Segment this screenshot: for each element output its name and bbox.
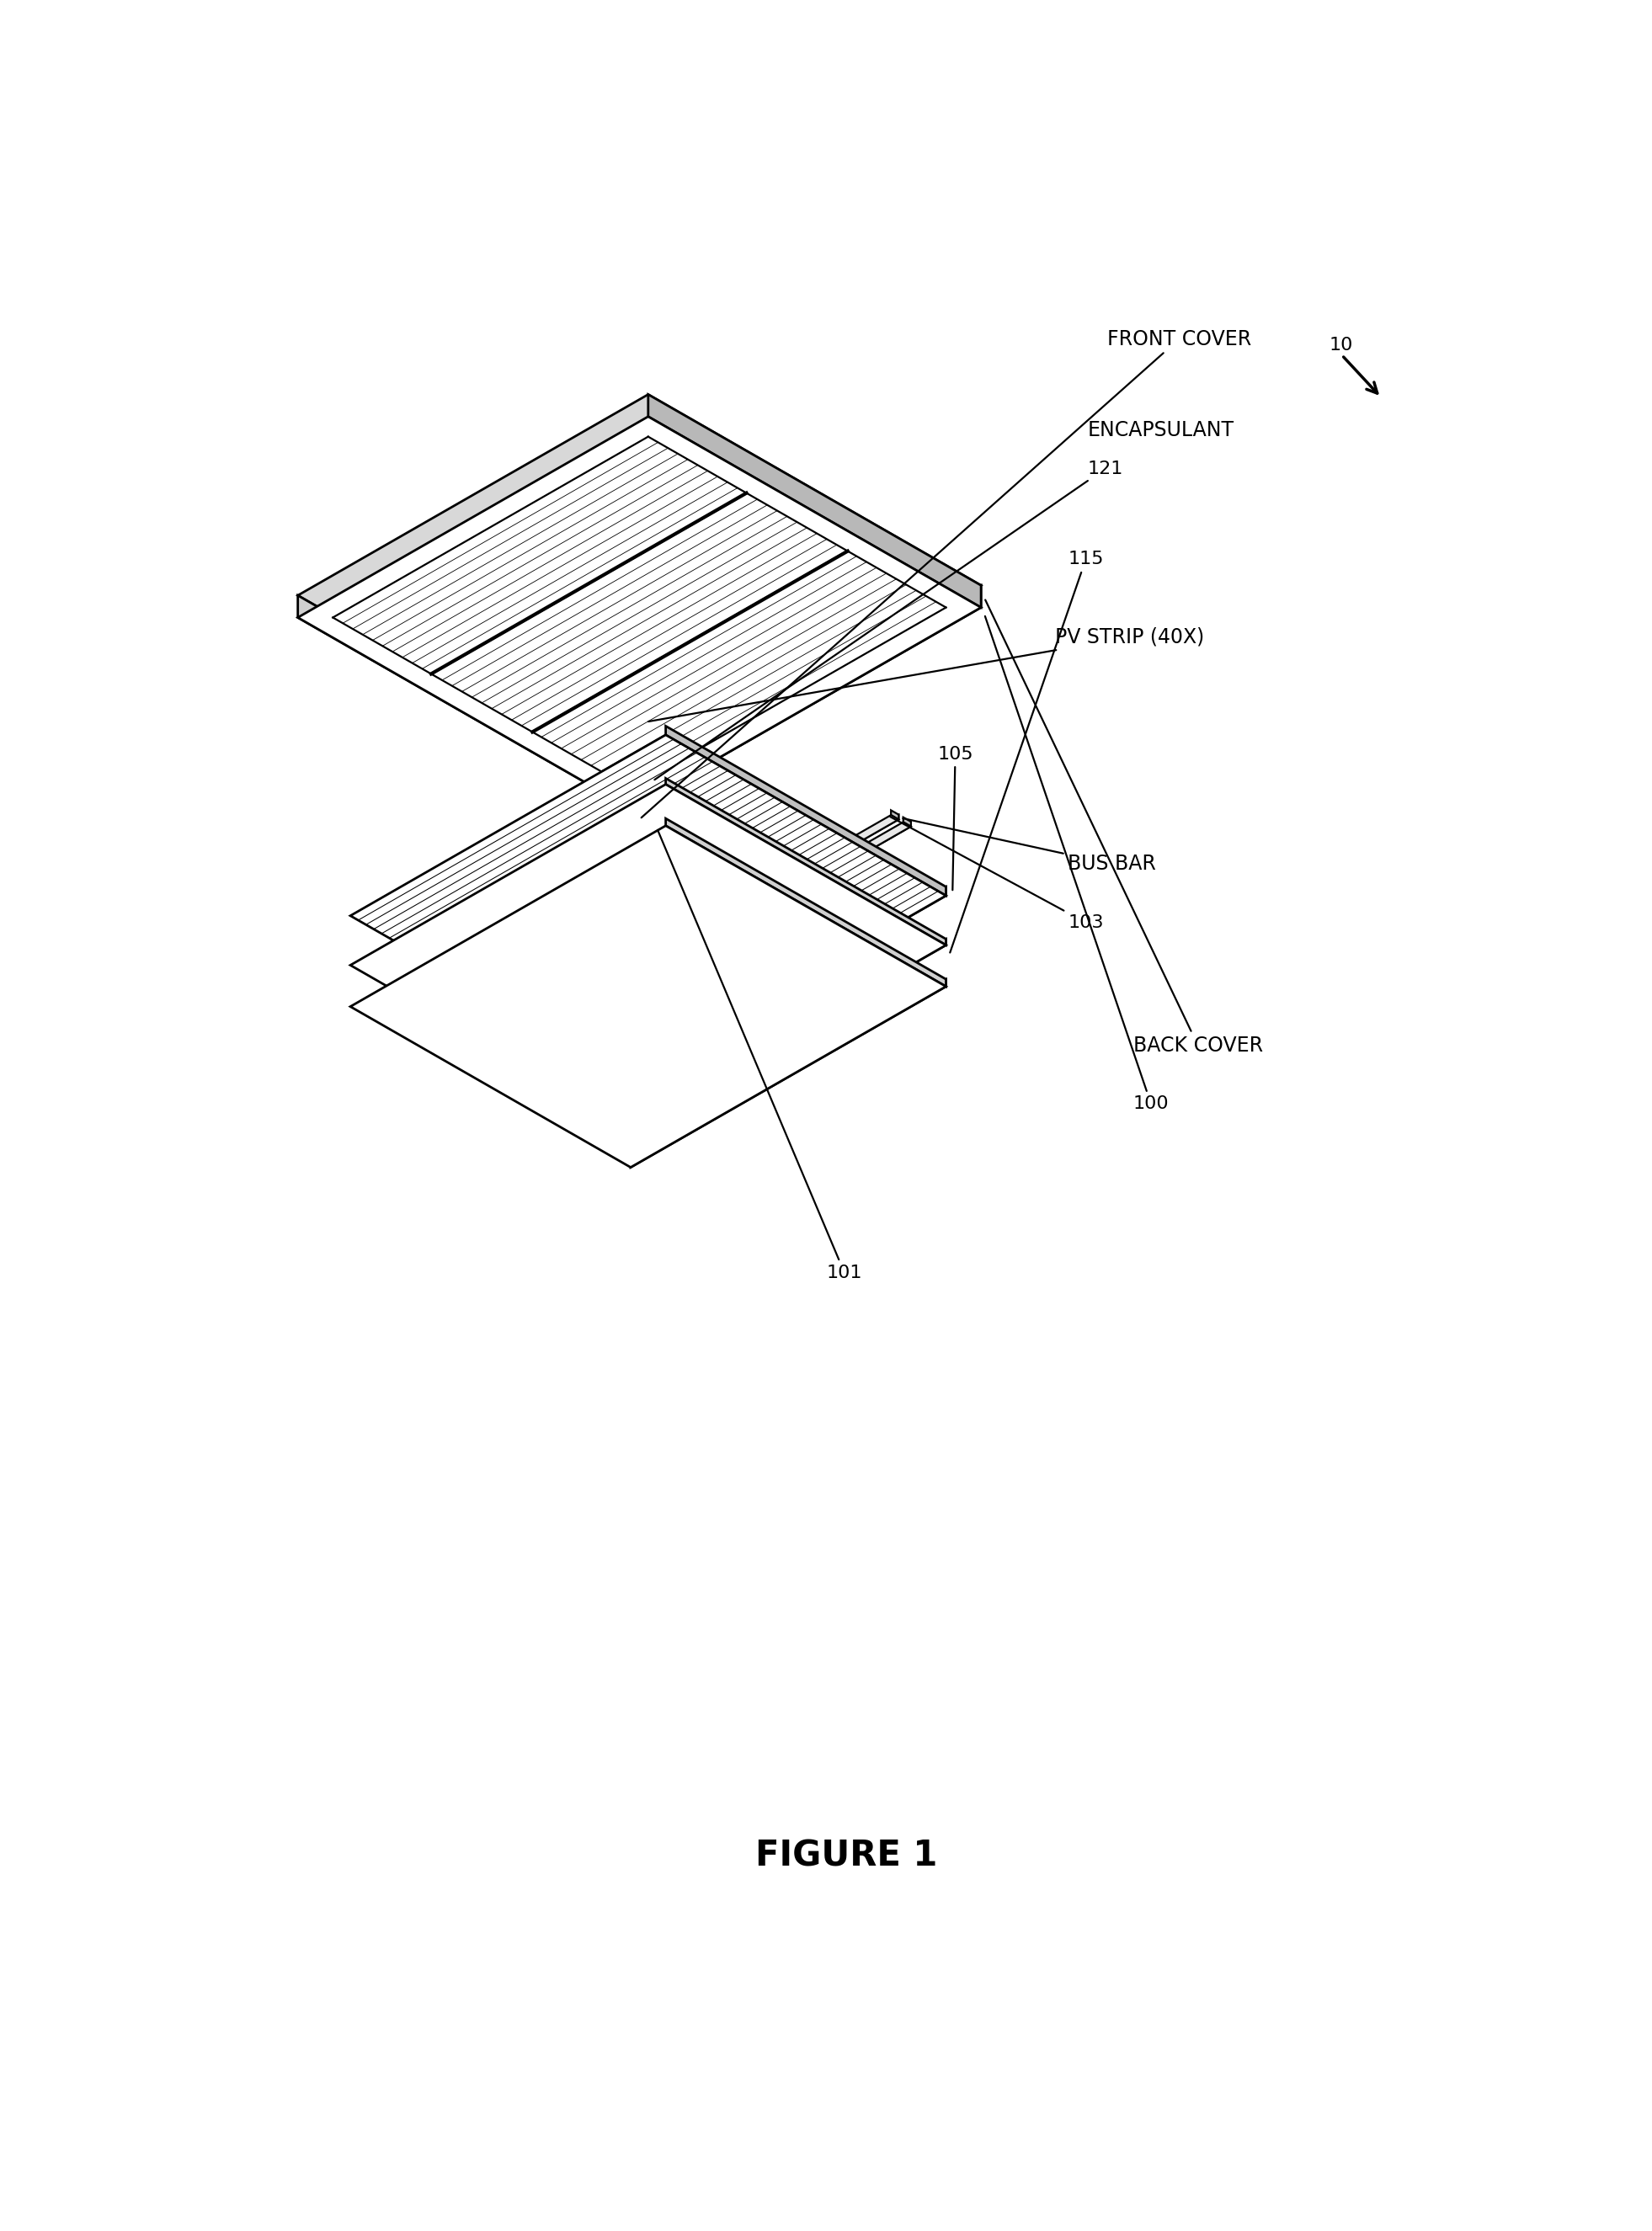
Text: 121: 121	[654, 460, 1123, 781]
Polygon shape	[297, 417, 981, 808]
Polygon shape	[350, 825, 947, 1167]
Polygon shape	[648, 395, 981, 607]
Polygon shape	[350, 734, 947, 1078]
Polygon shape	[890, 810, 899, 819]
Polygon shape	[628, 814, 899, 970]
Text: PV STRIP (40X): PV STRIP (40X)	[649, 627, 1204, 721]
Text: 103: 103	[890, 817, 1104, 930]
Polygon shape	[631, 979, 947, 1167]
Polygon shape	[641, 821, 910, 977]
Polygon shape	[666, 725, 947, 895]
Polygon shape	[636, 814, 899, 970]
Text: 105: 105	[937, 745, 973, 890]
Polygon shape	[631, 886, 947, 1078]
Polygon shape	[631, 939, 947, 1127]
Text: 100: 100	[985, 616, 1170, 1113]
Text: 115: 115	[950, 551, 1104, 953]
Text: 101: 101	[657, 830, 862, 1281]
Polygon shape	[297, 395, 981, 785]
Text: FRONT COVER: FRONT COVER	[641, 328, 1251, 819]
Text: BACK COVER: BACK COVER	[985, 600, 1262, 1055]
Polygon shape	[666, 779, 947, 946]
Text: 10: 10	[1328, 337, 1353, 355]
Polygon shape	[666, 819, 947, 986]
Polygon shape	[631, 585, 981, 808]
Polygon shape	[904, 817, 910, 825]
Text: ENCAPSULANT: ENCAPSULANT	[1087, 419, 1234, 440]
Polygon shape	[350, 785, 947, 1127]
Polygon shape	[648, 821, 910, 977]
Text: BUS BAR: BUS BAR	[904, 819, 1156, 875]
Text: FIGURE 1: FIGURE 1	[755, 1838, 938, 1874]
Polygon shape	[297, 596, 631, 808]
